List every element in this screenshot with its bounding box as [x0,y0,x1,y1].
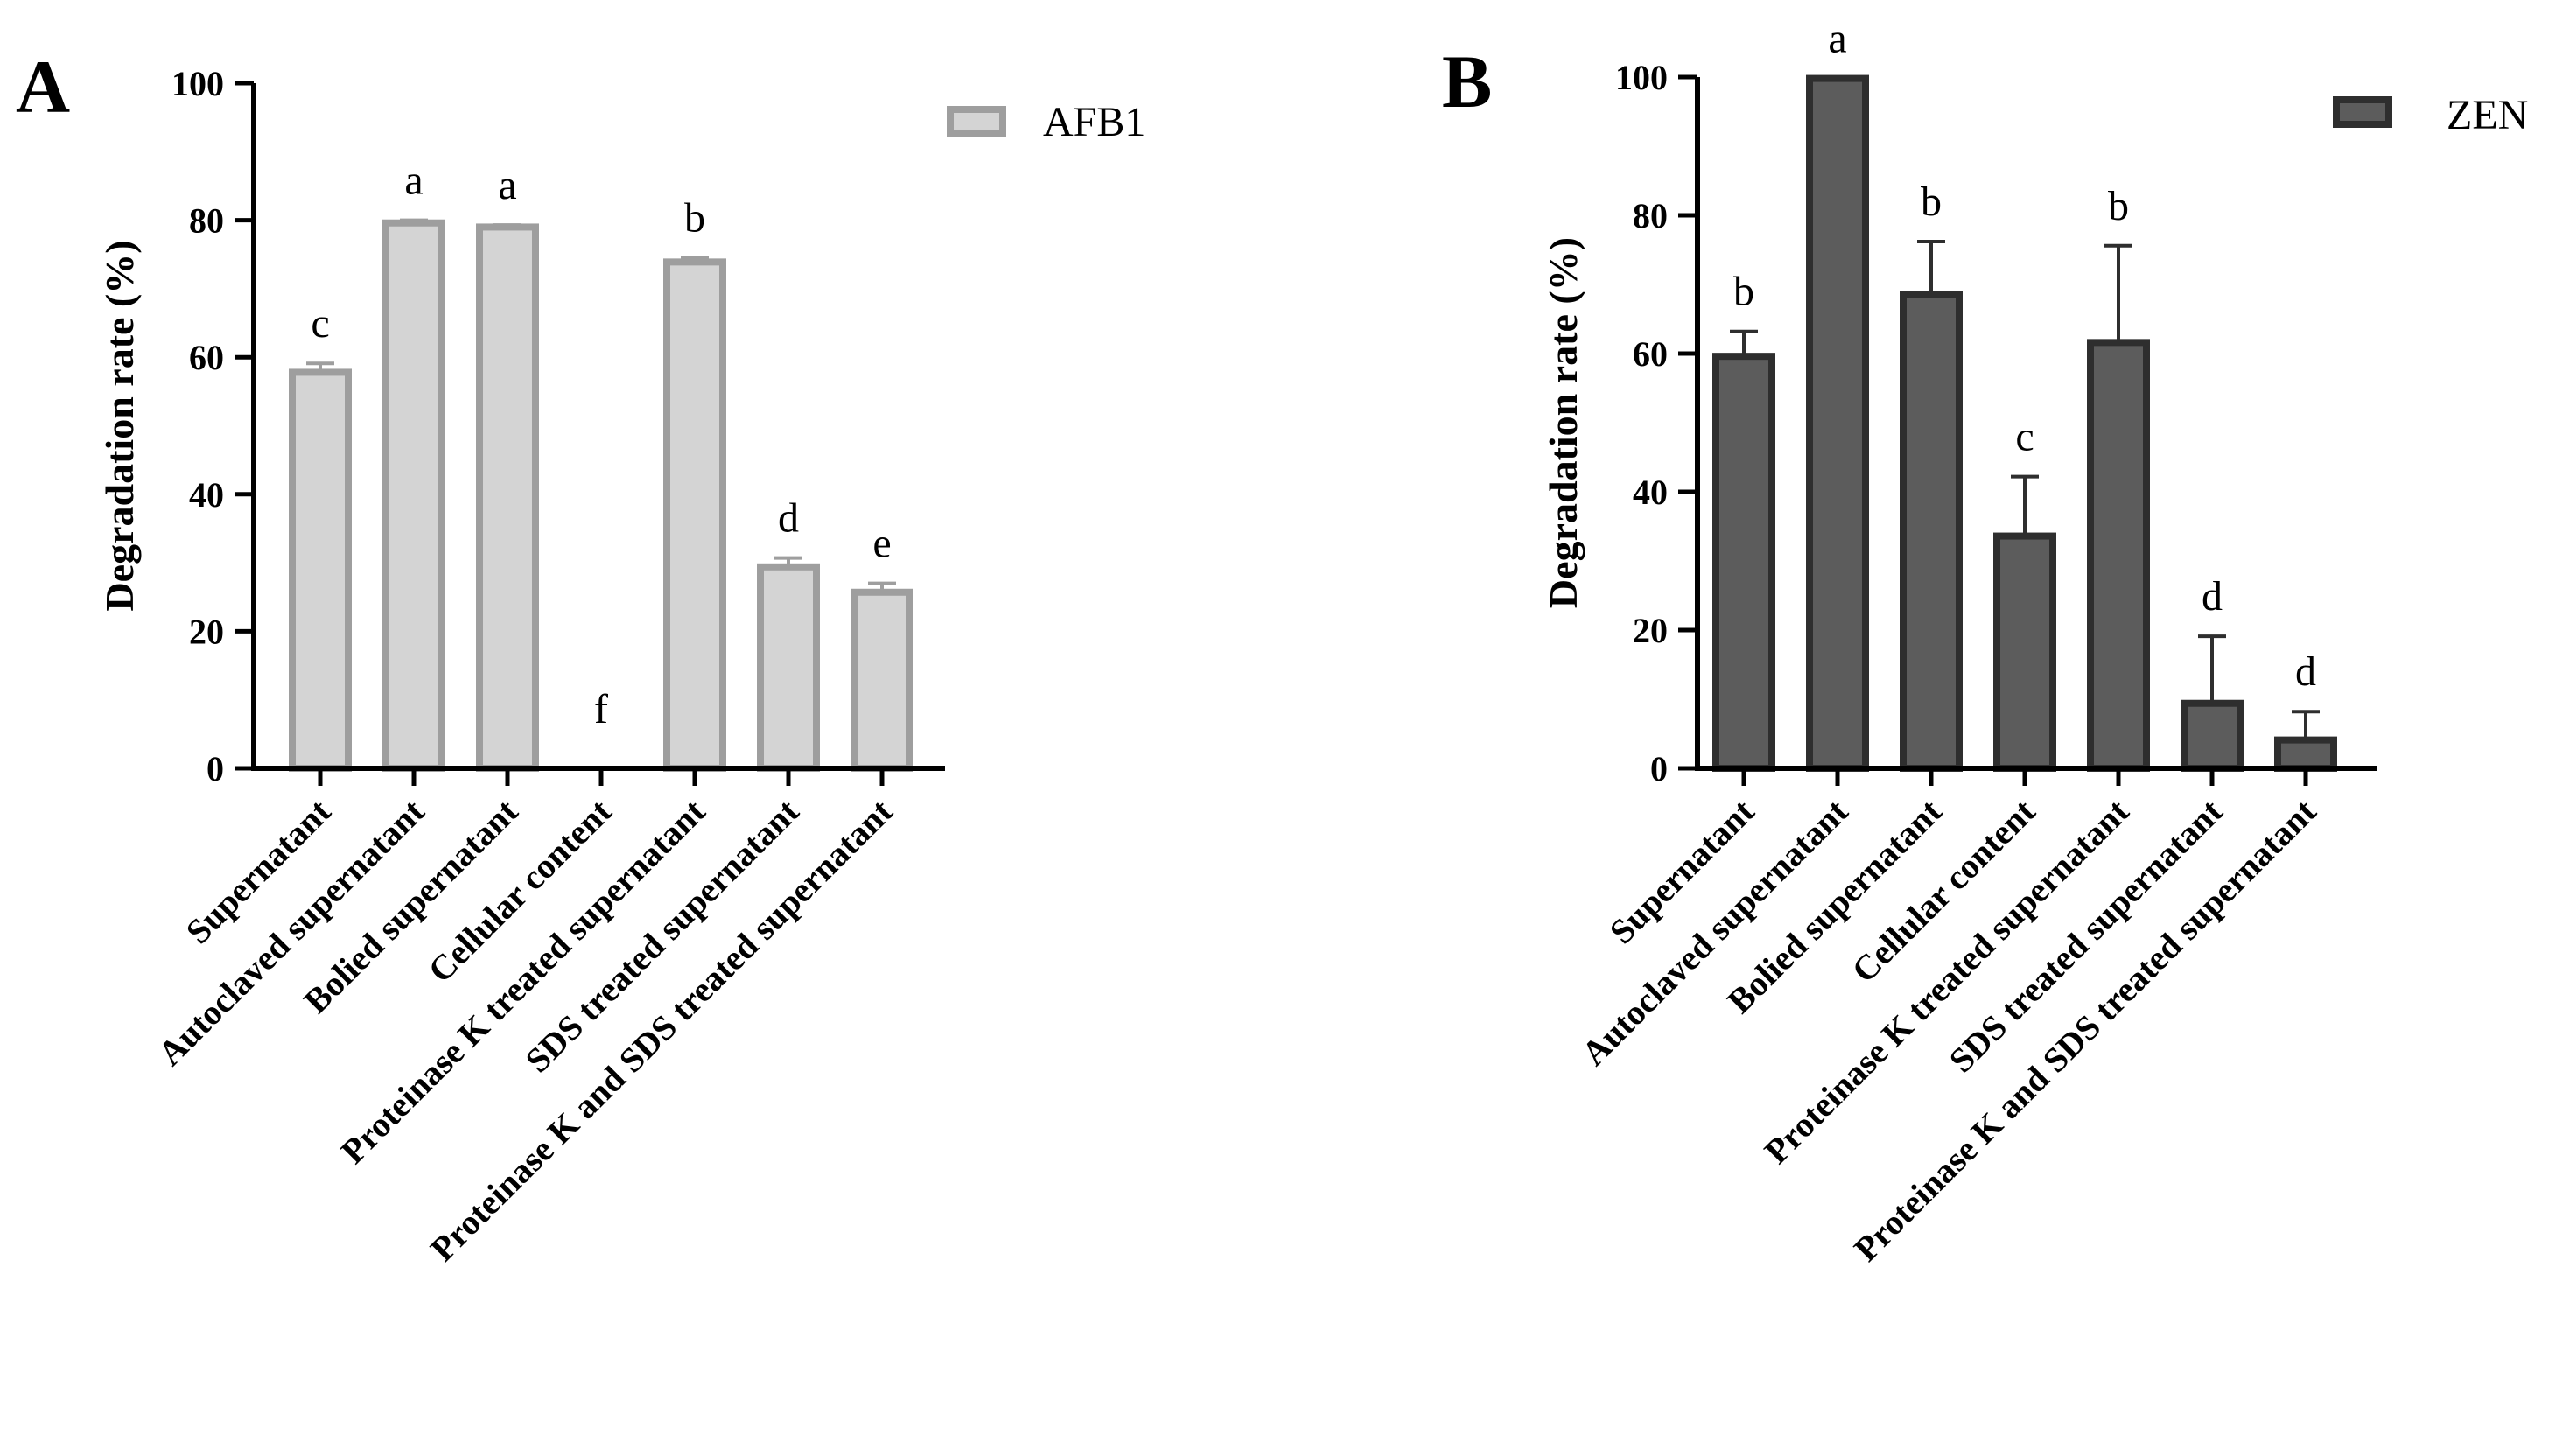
chart-b-bar [2087,339,2150,772]
chart-a-y-tick-label: 80 [189,201,224,241]
chart-b-significance-letter: d [2202,573,2222,620]
chart-b-y-tick-label: 80 [1633,196,1668,235]
chart-a-y-tick-label: 40 [189,475,224,515]
chart-b-significance-letter: b [1921,179,1942,225]
chart-a-bar [850,588,914,772]
chart-b-bar [1712,353,1775,772]
chart-b-significance-letter: b [2108,183,2129,229]
chart-a-significance-letter: a [498,162,516,208]
chart-a-y-axis-label: Degradation rate (%) [97,240,142,611]
chart-a-significance-letter: e [872,521,891,567]
chart-a-letter: A [16,45,70,129]
chart-a-significance-letter: f [594,686,608,732]
chart-b-y-tick-label: 0 [1650,749,1668,788]
chart-a-bar [663,258,726,773]
chart-b-letter: B [1442,39,1492,123]
chart-b-significance-letter: c [2015,414,2034,460]
chart-b-bar [1806,74,1869,772]
chart-b-significance-letter: b [1733,269,1754,315]
chart-a-y-tick-label: 100 [172,64,224,103]
chart-b-legend-swatch [2333,96,2392,128]
chart-a-significance-letter: c [311,300,329,347]
chart-a-y-tick-label: 60 [189,338,224,377]
chart-b-significance-letter: a [1828,16,1846,62]
chart-b-y-tick-label: 60 [1633,334,1668,374]
chart-b-legend-label: ZEN [2446,92,2528,138]
chart-b-y-axis-label: Degradation rate (%) [1541,237,1586,608]
chart-b-y-tick-label: 40 [1633,473,1668,512]
chart-a-bar [382,219,445,772]
chart-b-bar [2274,736,2337,772]
chart-a-bar [757,563,820,772]
chart-b-y-tick-label: 100 [1615,58,1668,97]
chart-a-legend-swatch [947,106,1006,137]
chart-b-bar [1900,291,1963,772]
chart-b-bar [2180,699,2244,772]
chart-a-legend-label: AFB1 [1043,99,1145,145]
chart-b-significance-letter: d [2295,648,2316,695]
chart-a-bar [476,223,539,772]
chart-b-bar [1993,532,2056,772]
chart-a-significance-letter: b [684,195,705,242]
chart-a-significance-letter: d [778,495,799,542]
chart-a-bar [289,368,352,772]
chart-a-y-tick-label: 20 [189,612,224,651]
chart-b-y-tick-label: 20 [1633,611,1668,650]
chart-a-significance-letter: a [404,158,423,204]
chart-a-y-tick-label: 0 [206,749,224,788]
